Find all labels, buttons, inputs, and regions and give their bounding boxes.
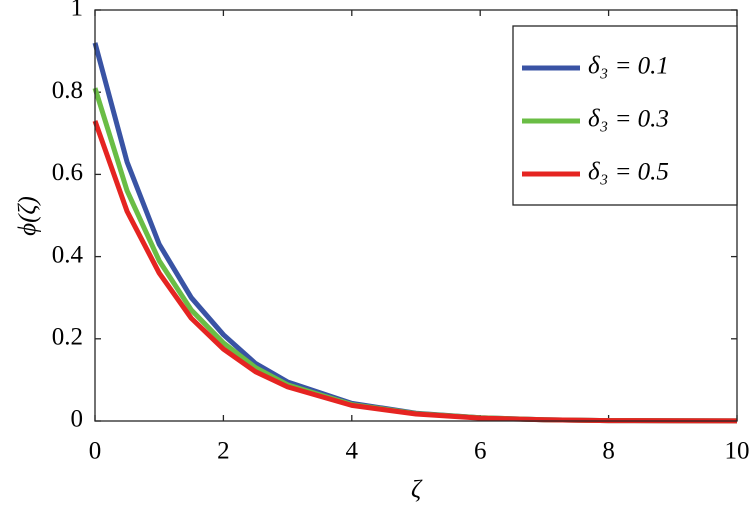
x-tick-label: 8 <box>602 438 615 465</box>
plot-frame <box>94 9 738 422</box>
y-tick-label: 1 <box>71 0 84 22</box>
x-tick-label: 6 <box>474 438 487 465</box>
y-tick-label: 0 <box>71 406 84 433</box>
legend-label: δ₃ = 0.1 <box>588 53 669 80</box>
x-tick-label: 4 <box>346 438 359 465</box>
y-tick-label: 0.2 <box>52 324 83 351</box>
x-tick-label: 0 <box>89 438 102 465</box>
y-axis-label: ϕ(ζ) <box>15 196 42 236</box>
y-tick-label: 0.6 <box>52 159 83 186</box>
x-tick-label: 2 <box>217 438 230 465</box>
x-tick-label: 10 <box>725 438 750 465</box>
legend-label: δ₃ = 0.3 <box>588 106 669 133</box>
y-tick-label: 0.4 <box>52 241 84 268</box>
y-tick-label: 0.8 <box>52 77 83 104</box>
legend-label: δ₃ = 0.5 <box>588 159 669 186</box>
x-axis-label: ζ <box>411 477 423 504</box>
